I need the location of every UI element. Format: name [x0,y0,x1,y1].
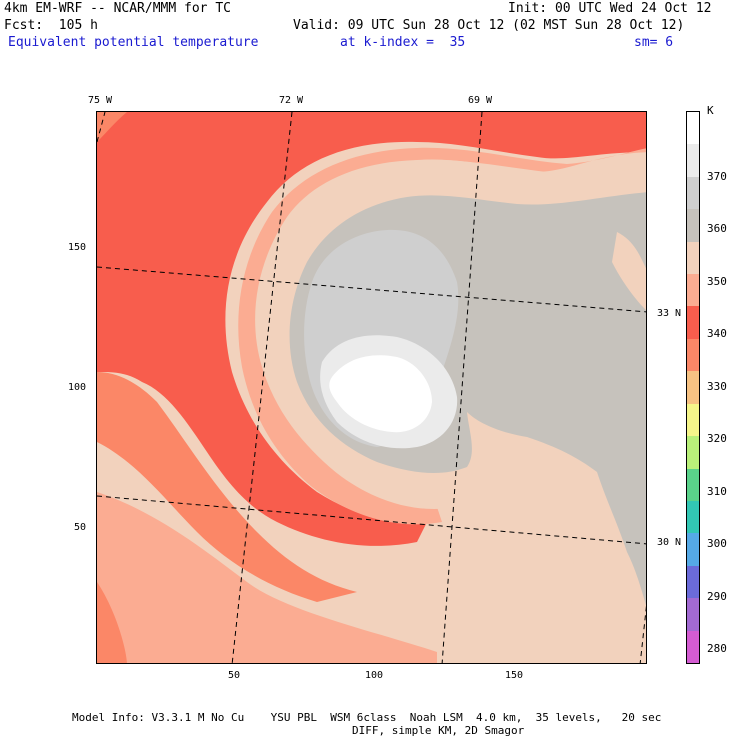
forecast-hour: Fcst: 105 h [4,18,98,33]
lon-label: 69 W [468,95,493,106]
lat-label: 33 N [657,308,682,319]
init-time: Init: 00 UTC Wed 24 Oct 12 [508,1,712,16]
colorbar-label: 320 [707,432,727,446]
valid-time: Valid: 09 UTC Sun 28 Oct 12 (02 MST Sun … [293,18,685,33]
model-info-line2: DIFF, simple KM, 2D Smagor [352,724,525,737]
colorbar-label: 280 [707,642,727,656]
colorbar-segment [687,274,699,307]
y-tick-label: 100 [68,382,87,393]
theta-e-map [96,111,647,664]
colorbar-label: 350 [707,274,727,288]
colorbar-segment [687,338,699,372]
colorbar-segment [687,403,699,437]
smoothing-info: sm= 6 [634,35,674,50]
colorbar-segment [687,436,699,470]
contour-field [97,112,646,663]
colorbar-label: 370 [707,169,727,183]
level-info: at k-index = 35 [340,35,466,50]
colorbar [686,111,700,664]
colorbar-label: 360 [707,222,727,236]
x-tick-label: 50 [228,670,241,681]
colorbar-segment [687,306,699,340]
x-tick-label: 100 [365,670,384,681]
colorbar-label: 340 [707,327,727,341]
colorbar-segment [687,144,699,178]
colorbar-segment [687,598,699,632]
lat-label: 30 N [657,537,682,548]
colorbar-label: 330 [707,379,727,393]
y-tick-label: 50 [74,522,87,533]
colorbar-segment [687,468,699,502]
colorbar-segment [687,630,699,664]
lon-label: 72 W [279,95,304,106]
colorbar-segment [687,565,699,599]
colorbar-segment [687,371,699,405]
model-info: Model Info: V3.3.1 M No Cu YSU PBL WSM 6… [72,711,662,724]
colorbar-unit: K [707,104,714,117]
colorbar-segment [687,500,699,534]
y-tick-label: 150 [68,242,87,253]
colorbar-segment [687,241,699,275]
lon-label: 75 W [88,95,113,106]
colorbar-segment [687,533,699,567]
colorbar-segment [687,209,699,243]
field-name: Equivalent potential temperature [8,35,259,50]
x-tick-label: 150 [505,670,524,681]
colorbar-segment [687,112,699,145]
colorbar-label: 290 [707,589,727,603]
colorbar-label: 300 [707,537,727,551]
colorbar-segment [687,176,699,210]
colorbar-label: 310 [707,484,727,498]
model-title: 4km EM-WRF -- NCAR/MMM for TC [4,1,231,16]
